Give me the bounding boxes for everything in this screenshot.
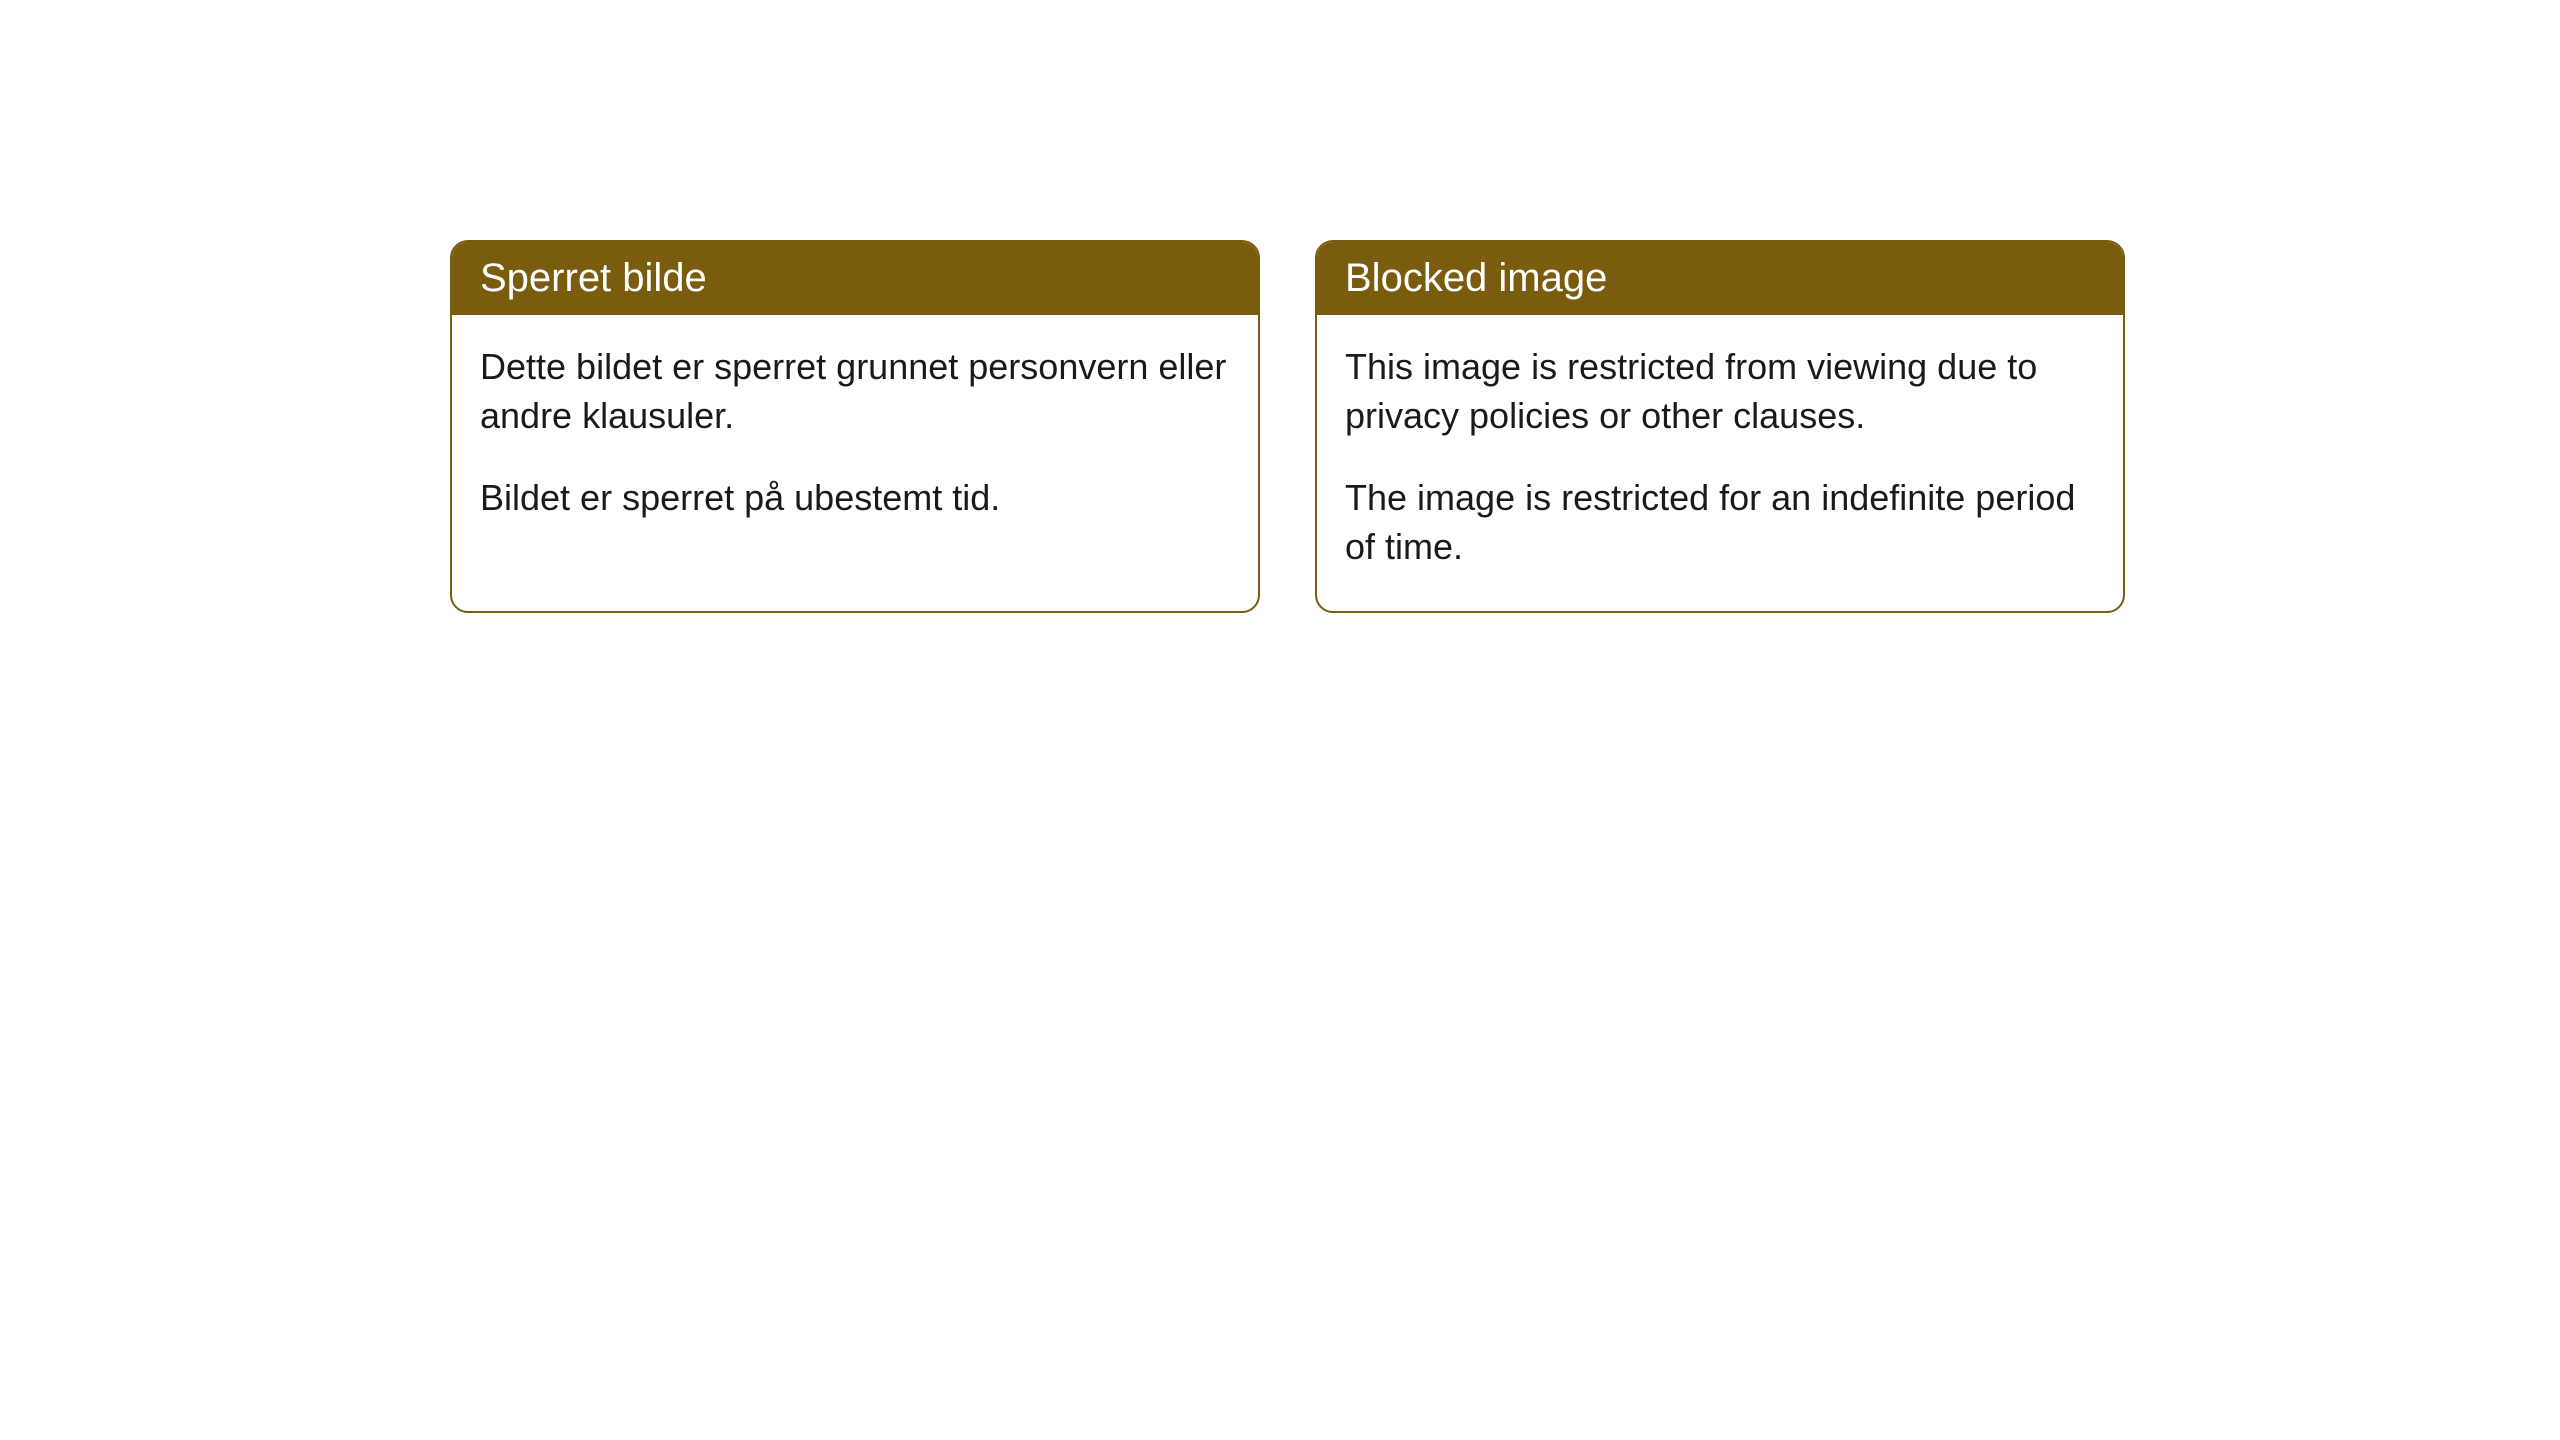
- notice-card-english: Blocked image This image is restricted f…: [1315, 240, 2125, 613]
- card-paragraph: Dette bildet er sperret grunnet personve…: [480, 343, 1230, 440]
- card-title: Blocked image: [1345, 256, 1607, 300]
- card-paragraph: This image is restricted from viewing du…: [1345, 343, 2095, 440]
- notice-card-norwegian: Sperret bilde Dette bildet er sperret gr…: [450, 240, 1260, 613]
- card-paragraph: Bildet er sperret på ubestemt tid.: [480, 474, 1230, 523]
- card-title: Sperret bilde: [480, 256, 707, 300]
- card-body: Dette bildet er sperret grunnet personve…: [452, 315, 1258, 563]
- notice-cards-container: Sperret bilde Dette bildet er sperret gr…: [450, 240, 2125, 613]
- card-paragraph: The image is restricted for an indefinit…: [1345, 474, 2095, 571]
- card-header: Blocked image: [1317, 242, 2123, 315]
- card-header: Sperret bilde: [452, 242, 1258, 315]
- card-body: This image is restricted from viewing du…: [1317, 315, 2123, 611]
